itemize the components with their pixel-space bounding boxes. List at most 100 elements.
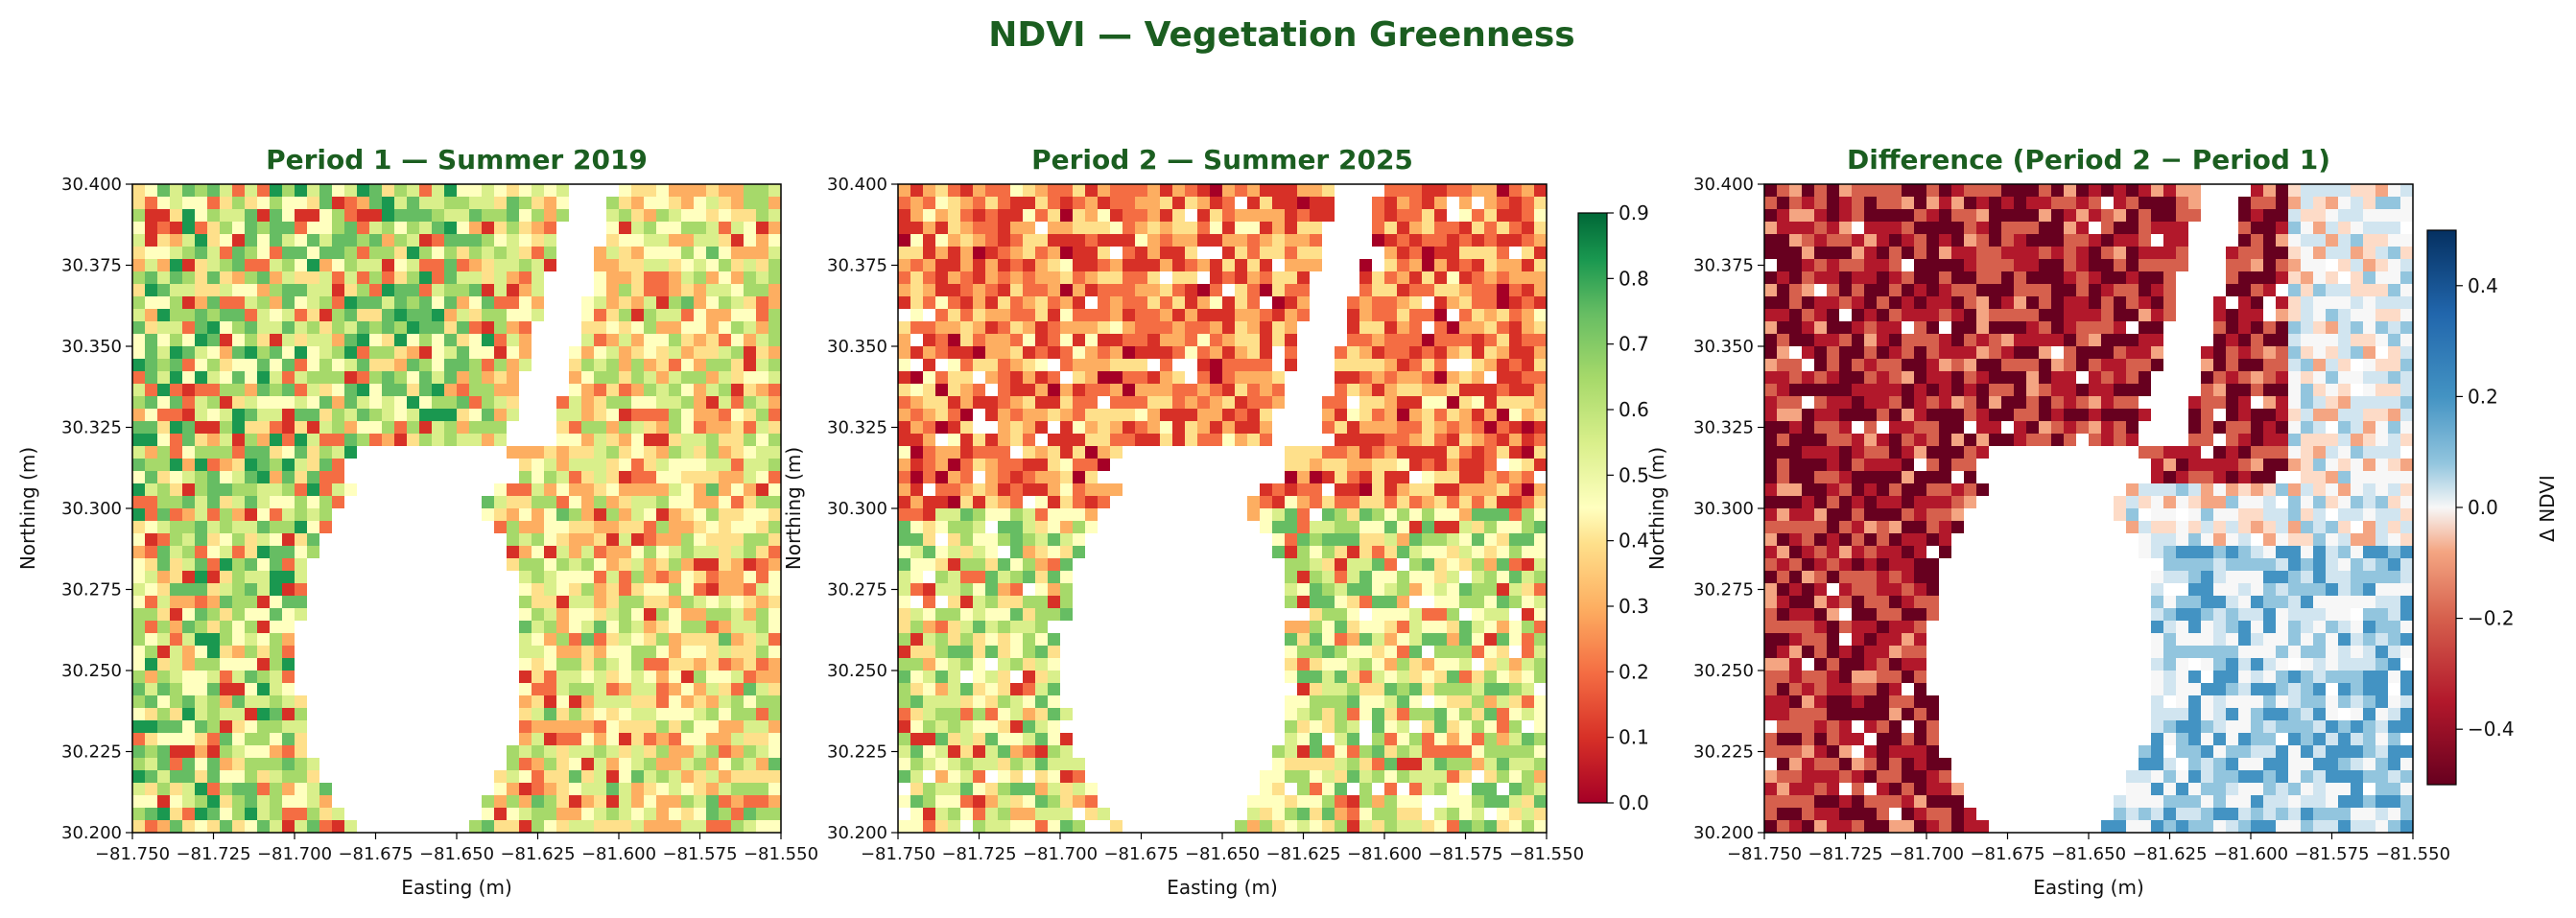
raster-cell [295, 671, 308, 684]
raster-cell [1522, 695, 1535, 709]
raster-cell [910, 521, 924, 534]
raster-cell [644, 271, 657, 285]
raster-cell [910, 658, 924, 671]
raster-cell [910, 197, 924, 210]
raster-cell [1297, 284, 1311, 297]
raster-cell [910, 284, 924, 297]
raster-cell [1285, 608, 1298, 622]
raster-cell [631, 321, 645, 335]
raster-cell [744, 733, 757, 746]
raster-cell [357, 334, 370, 347]
raster-cell [644, 770, 657, 784]
raster-cell [1160, 683, 1173, 696]
raster-cell [157, 508, 171, 522]
raster-cell [1522, 409, 1535, 422]
raster-cell [719, 309, 732, 322]
raster-cell [1098, 259, 1111, 272]
raster-cell [1010, 695, 1024, 709]
raster-cell [195, 571, 208, 584]
raster-cell [619, 783, 632, 796]
raster-cell [394, 646, 408, 659]
raster-cell [581, 309, 595, 322]
raster-cell [656, 745, 670, 759]
raster-cell [369, 758, 383, 771]
raster-cell [1372, 396, 1385, 410]
raster-cell [669, 334, 682, 347]
raster-cell [1235, 371, 1248, 385]
raster-cell [1185, 533, 1198, 547]
raster-cell [444, 808, 458, 821]
raster-cell [1147, 471, 1161, 484]
raster-cell [1073, 359, 1086, 372]
raster-cell [195, 409, 208, 422]
raster-cell [1322, 396, 1335, 410]
raster-cell [270, 646, 283, 659]
raster-cell [731, 309, 744, 322]
raster-cell [594, 359, 607, 372]
raster-cell [170, 533, 183, 547]
raster-cell [1534, 434, 1547, 447]
raster-cell [1509, 284, 1523, 297]
raster-cell [1534, 384, 1547, 397]
raster-cell [1035, 334, 1049, 347]
raster-cell [606, 409, 620, 422]
raster-cell [1147, 384, 1161, 397]
raster-cell [1497, 646, 1510, 659]
raster-cell [1372, 646, 1385, 659]
raster-cell [532, 658, 545, 671]
raster-cell [1197, 483, 1211, 497]
raster-cell [669, 247, 682, 260]
raster-cell [407, 309, 420, 322]
raster-cell [407, 396, 420, 410]
raster-cell [1023, 284, 1036, 297]
raster-cell [1434, 496, 1448, 509]
raster-cell [382, 808, 395, 821]
raster-cell [910, 271, 924, 285]
raster-cell [220, 309, 233, 322]
raster-cell [594, 633, 607, 647]
raster-cell [145, 434, 158, 447]
raster-cell [898, 184, 911, 198]
raster-cell [295, 571, 308, 584]
raster-cell [1197, 247, 1211, 260]
raster-cell [631, 421, 645, 435]
raster-cell [307, 321, 320, 335]
raster-cell [1397, 346, 1410, 360]
raster-cell [998, 434, 1011, 447]
raster-cell [394, 558, 408, 572]
raster-cell [257, 446, 271, 459]
raster-cell [469, 421, 483, 435]
raster-cell [1160, 658, 1173, 671]
raster-cell [1409, 259, 1423, 272]
raster-cell [1098, 683, 1111, 696]
raster-cell [669, 708, 682, 721]
x-tick-label: −81.550 [744, 844, 818, 864]
raster-cell [519, 421, 532, 435]
raster-cell [1384, 259, 1398, 272]
raster-cell [1534, 321, 1547, 335]
raster-cell [1260, 446, 1273, 459]
raster-cell [457, 808, 470, 821]
raster-cell [444, 483, 458, 497]
raster-cell [232, 309, 246, 322]
raster-cell [1434, 309, 1448, 322]
raster-cell [1447, 496, 1460, 509]
raster-cell [694, 596, 707, 609]
raster-cell [1447, 571, 1460, 584]
raster-cell [756, 533, 769, 547]
raster-cell [1222, 608, 1236, 622]
raster-cell [1447, 247, 1460, 260]
raster-cell [619, 459, 632, 472]
raster-cell [332, 783, 345, 796]
raster-cell [382, 671, 395, 684]
raster-cell [998, 596, 1011, 609]
raster-cell [744, 508, 757, 522]
raster-cell [1073, 621, 1086, 634]
raster-cell [681, 284, 695, 297]
raster-cell [170, 695, 183, 709]
raster-cell [157, 583, 171, 597]
raster-cell [145, 321, 158, 335]
raster-cell [170, 583, 183, 597]
raster-cell [519, 558, 532, 572]
raster-cell [1347, 321, 1360, 335]
